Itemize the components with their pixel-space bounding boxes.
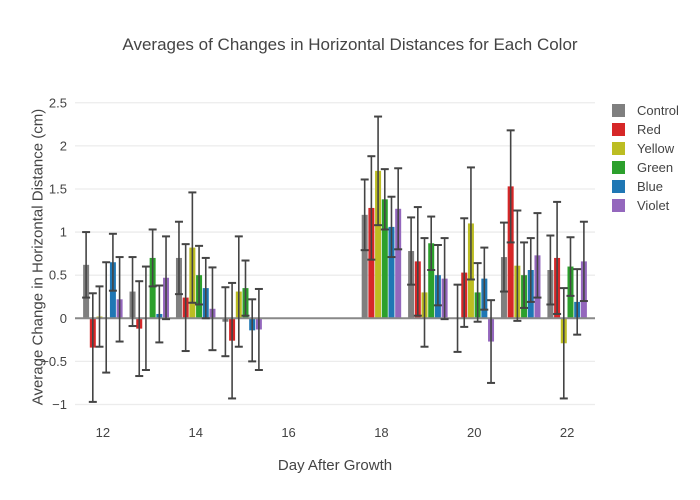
x-axis-title: Day After Growth xyxy=(277,457,393,474)
legend-item-blue[interactable]: Blue xyxy=(612,177,679,196)
bar-yellow-day-18[interactable] xyxy=(375,170,382,319)
y-tick-label: 2 xyxy=(60,138,67,153)
x-tick-label: 20 xyxy=(467,425,481,440)
x-tick-label: 16 xyxy=(281,425,295,440)
bar-green-day-13[interactable] xyxy=(149,257,156,319)
bar-green-day-19[interactable] xyxy=(428,243,435,319)
y-tick-label: 0 xyxy=(60,311,67,326)
bar-red-day-18[interactable] xyxy=(368,207,375,319)
legend-item-yellow[interactable]: Yellow xyxy=(612,139,679,158)
y-tick-label: 1 xyxy=(60,225,67,240)
chart-title: Averages of Changes in Horizontal Distan… xyxy=(122,35,578,54)
legend-item-violet[interactable]: Violet xyxy=(612,196,679,215)
bar-violet-day-18[interactable] xyxy=(395,208,402,319)
x-tick-label: 18 xyxy=(374,425,388,440)
legend-swatch-violet xyxy=(612,199,625,212)
legend-label-green: Green xyxy=(637,160,674,175)
y-tick-label: 0.5 xyxy=(49,268,67,283)
x-tick-label: 14 xyxy=(188,425,202,440)
x-tick-label: 22 xyxy=(560,425,574,440)
legend-label-red: Red xyxy=(637,122,661,137)
y-tick-label: −0.5 xyxy=(41,354,67,369)
y-tick-label: 1.5 xyxy=(49,181,67,196)
x-tick-label: 12 xyxy=(96,425,110,440)
legend-swatch-green xyxy=(612,161,625,174)
legend-item-control[interactable]: Control xyxy=(612,101,679,120)
legend-swatch-yellow xyxy=(612,142,625,155)
y-tick-label: −1 xyxy=(52,397,67,412)
legend-label-control: Control xyxy=(637,103,679,118)
legend-label-blue: Blue xyxy=(637,179,664,194)
bar-control-day-18[interactable] xyxy=(361,214,368,319)
bar-red-day-21[interactable] xyxy=(507,186,514,319)
bar-green-day-18[interactable] xyxy=(381,199,388,319)
legend-swatch-control xyxy=(612,104,625,117)
y-tick-label: 2.5 xyxy=(49,95,67,110)
legend-swatch-red xyxy=(612,123,625,136)
legend-label-yellow: Yellow xyxy=(637,141,675,156)
legend-item-green[interactable]: Green xyxy=(612,158,679,177)
legend: Control Red Yellow Green Blue Violet xyxy=(612,101,679,215)
legend-label-violet: Violet xyxy=(637,198,670,213)
legend-item-red[interactable]: Red xyxy=(612,120,679,139)
legend-swatch-blue xyxy=(612,180,625,193)
bar-blue-day-18[interactable] xyxy=(388,226,395,319)
